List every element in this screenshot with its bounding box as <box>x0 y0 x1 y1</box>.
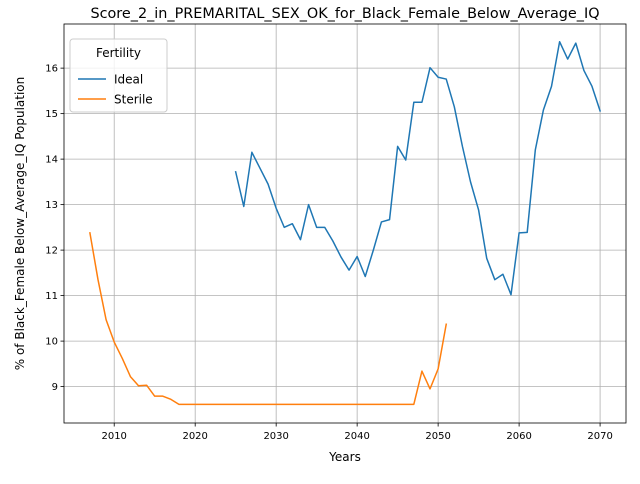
x-tick-label: 2050 <box>425 431 450 442</box>
series-lines <box>89 40 602 406</box>
series-line-ideal <box>234 40 602 296</box>
y-tick-label: 12 <box>45 246 58 257</box>
grid-lines <box>64 24 626 423</box>
x-tick-label: 2020 <box>182 431 207 442</box>
y-axis-label: % of Black_Female Below_Average_IQ Popul… <box>13 77 27 371</box>
y-tick-label: 9 <box>52 382 58 393</box>
axis-ticks: 2010 2020 2030 2040 2050 2060 2070 9 10 11 12 13 14 1… <box>45 64 613 442</box>
legend: Fertility Ideal Sterile <box>69 38 168 113</box>
x-tick-label: 2010 <box>101 431 126 442</box>
legend-box <box>69 38 168 113</box>
legend-title: Fertility <box>96 46 141 60</box>
plot-area-frame <box>63 23 627 424</box>
y-tick-label: 11 <box>45 291 58 302</box>
x-axis-label: Years <box>328 450 361 464</box>
y-tick-label: 16 <box>45 64 58 75</box>
y-tick-label: 10 <box>45 337 58 348</box>
legend-label-ideal: Ideal <box>114 72 143 86</box>
chart-title: Score_2_in_PREMARITAL_SEX_OK_for_Black_F… <box>90 6 599 22</box>
x-tick-label: 2060 <box>506 431 531 442</box>
x-tick-label: 2040 <box>344 431 369 442</box>
legend-label-sterile: Sterile <box>114 92 153 106</box>
series-line-sterile <box>89 231 448 406</box>
y-tick-label: 14 <box>45 155 58 166</box>
y-tick-label: 15 <box>45 109 58 120</box>
x-tick-label: 2070 <box>587 431 612 442</box>
x-tick-label: 2030 <box>263 431 288 442</box>
y-tick-label: 13 <box>45 200 58 211</box>
legend-items: Ideal Sterile <box>78 72 153 106</box>
